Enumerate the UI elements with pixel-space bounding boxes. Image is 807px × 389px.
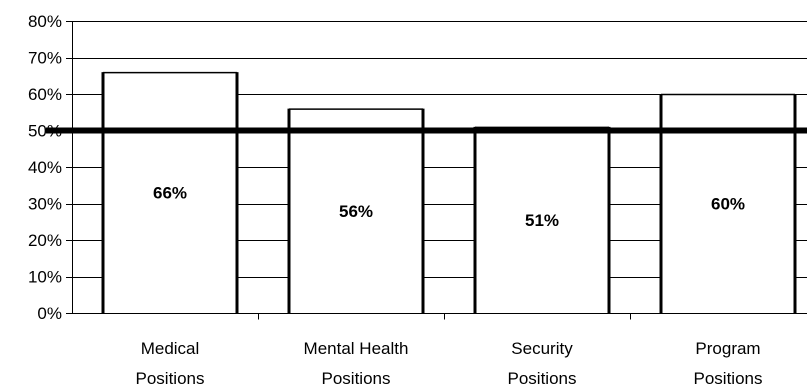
y-tick-label: 70% <box>28 49 62 68</box>
bar <box>475 126 609 313</box>
y-tick-label: 80% <box>28 12 62 31</box>
data-label: 60% <box>711 195 745 214</box>
x-category-label: Positions <box>694 369 763 388</box>
bar <box>103 72 237 313</box>
y-tick-label: 0% <box>37 304 62 323</box>
x-category-label: Positions <box>136 369 205 388</box>
bar <box>289 108 423 313</box>
axes <box>66 21 807 320</box>
x-category-label: Positions <box>322 369 391 388</box>
y-tick-label: 40% <box>28 158 62 177</box>
bars <box>101 71 797 313</box>
data-label: 51% <box>525 211 559 230</box>
x-category-label: Program <box>695 339 760 358</box>
y-tick-label: 30% <box>28 195 62 214</box>
y-tick-label: 20% <box>28 231 62 250</box>
x-category-label: Mental Health <box>304 339 409 358</box>
data-label: 56% <box>339 202 373 221</box>
y-tick-label: 50% <box>28 122 62 141</box>
y-tick-label: 60% <box>28 85 62 104</box>
x-category-label: Positions <box>508 369 577 388</box>
y-tick-label: 10% <box>28 268 62 287</box>
labels: 0% 10% 20% 30% 40% 50% 60% 70% 80% 66% Medical Posi… <box>28 12 763 388</box>
data-label: 66% <box>153 184 187 203</box>
x-category-label: Security <box>511 339 573 358</box>
x-category-label: Medical <box>141 339 200 358</box>
